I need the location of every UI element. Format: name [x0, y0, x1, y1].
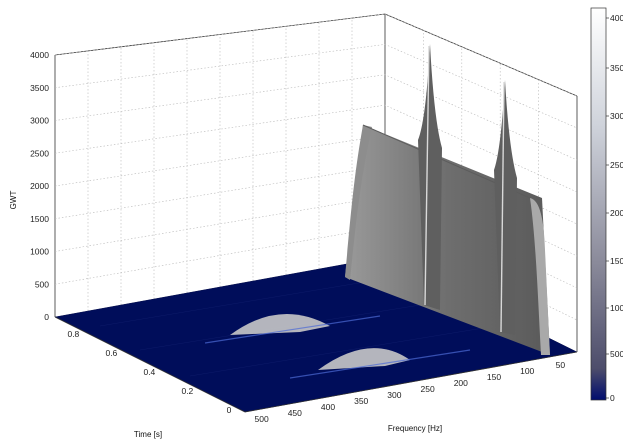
- z-tick-label: 3500: [30, 83, 49, 93]
- colorbar-tick-label: 300: [610, 111, 623, 121]
- z-tick-label: 2500: [30, 148, 49, 158]
- x-tick-label: 150: [487, 372, 501, 382]
- y-tick-label: 0.4: [143, 367, 155, 377]
- y-tick-label: 0.2: [181, 386, 193, 396]
- z-tick-label: 1000: [30, 247, 49, 257]
- time-axis-line: [54, 316, 246, 413]
- floor-streak: [289, 349, 471, 379]
- z-grid-line: [54, 13, 578, 97]
- z-tick-label: 500: [35, 279, 49, 289]
- z-tick-label: 2000: [30, 181, 49, 191]
- z-tick-label: 3000: [30, 116, 49, 126]
- y-tick-label: 0: [227, 405, 232, 415]
- colorbar-tick-label: 150: [610, 256, 623, 266]
- peak-highlight: [500, 81, 505, 333]
- x-tick-label: 250: [421, 384, 435, 394]
- surface-peak: [494, 80, 517, 335]
- time-axis-ticks: 0 0.2 0.4 0.6 0.8: [67, 329, 231, 415]
- z-tick-label: 1500: [30, 214, 49, 224]
- peak-highlight: [424, 45, 430, 306]
- colorbar-tick-label: 350: [610, 63, 623, 73]
- x-tick-label: 350: [354, 396, 368, 406]
- colorbar-ticks: 0 500 100 150 200 250 300 350 400: [606, 13, 623, 403]
- floor-streak: [204, 315, 381, 344]
- colorbar-tick-label: 250: [610, 160, 623, 170]
- colorbar-tick-label: 200: [610, 208, 623, 218]
- colorbar-tick-label: 100: [610, 303, 623, 313]
- x-tick-label: 500: [255, 414, 269, 424]
- x-axis-label: Frequency [Hz]: [388, 424, 442, 433]
- y-axis-label: Time [s]: [134, 430, 162, 439]
- y-tick-label: 0.6: [105, 348, 117, 358]
- z-grid-line: [54, 74, 578, 161]
- colorbar-tick-label: 500: [610, 349, 623, 359]
- z-axis-label: GWT: [9, 191, 18, 210]
- x-tick-label: 300: [387, 390, 401, 400]
- frequency-axis-line: [244, 351, 578, 413]
- colorbar-gradient: [590, 7, 607, 401]
- x-tick-label: 200: [454, 378, 468, 388]
- z-axis-ticks: 0 500 1000 1500 2000 2500 3000 3500 4000: [30, 50, 49, 322]
- z-grid-line: [54, 44, 578, 129]
- x-tick-label: 450: [288, 408, 302, 418]
- surface-peak: [418, 44, 442, 310]
- x-tick-label: 400: [321, 402, 335, 412]
- frequency-axis-ticks: 500 450 400 350 300 250 200 150 100 50: [255, 360, 566, 424]
- x-tick-label: 100: [520, 366, 534, 376]
- z-tick-label: 4000: [30, 50, 49, 60]
- surface-bump: [230, 313, 330, 335]
- surface-bump: [318, 348, 410, 370]
- x-tick-label: 50: [556, 360, 566, 370]
- y-tick-label: 0.8: [67, 329, 79, 339]
- colorbar-tick-label: 400: [610, 13, 623, 23]
- colorbar: [590, 7, 607, 401]
- z-tick-label: 0: [44, 312, 49, 322]
- colorbar-tick-label: 0: [610, 393, 615, 403]
